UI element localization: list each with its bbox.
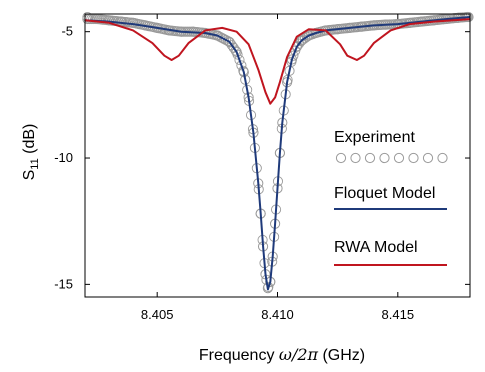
x-axis-title-text: Frequency — [199, 347, 279, 364]
experiment-point — [236, 60, 247, 71]
y-tick-label: -10 — [54, 150, 73, 165]
legend-experiment-circle — [379, 152, 390, 164]
x-axis-title-math: ω/2π — [279, 345, 319, 364]
legend-label-experiment: Experiment — [334, 129, 415, 146]
y-tick-label: -15 — [54, 276, 73, 291]
legend-label-floquet: Floquet Model — [334, 185, 435, 202]
y-axis-title-unit: (dB) — [21, 124, 38, 159]
x-tick-label: 8.415 — [382, 307, 415, 322]
legend-marker-experiment — [335, 152, 448, 164]
axes: 8.405 8.410 8.415 -5 -10 -15 — [54, 13, 471, 322]
series-rwa-line — [84, 18, 471, 105]
y-axis-title-main: S — [21, 170, 38, 181]
legend-experiment-circle — [408, 152, 419, 164]
x-tick-label: 8.410 — [261, 307, 294, 322]
experiment-point — [234, 54, 245, 66]
plot-area — [82, 11, 474, 294]
legend-label-rwa: RWA Model — [334, 239, 418, 256]
experiment-point — [226, 40, 237, 51]
y-axis-title: S11 (dB) — [21, 124, 41, 181]
x-tick-label: 8.405 — [141, 307, 174, 322]
x-axis-title-unit: (GHz) — [318, 347, 365, 364]
legend-experiment-circle — [335, 152, 347, 164]
experiment-point — [263, 281, 274, 292]
legend: Experiment Floquet Model RWA Model — [334, 129, 448, 266]
legend-experiment-circle — [393, 152, 405, 164]
x-axis-title: Frequency ω/2π (GHz) — [199, 345, 365, 364]
legend-experiment-circle — [350, 152, 361, 164]
y-tick-label: -5 — [61, 24, 73, 39]
series-floquet-line — [84, 16, 471, 291]
experiment-point — [224, 37, 235, 48]
y-axis-title-sub: 11 — [29, 158, 41, 169]
legend-experiment-circle — [422, 152, 434, 164]
legend-experiment-circle — [437, 152, 448, 164]
experiment-point — [232, 49, 243, 60]
legend-experiment-circle — [364, 152, 376, 164]
